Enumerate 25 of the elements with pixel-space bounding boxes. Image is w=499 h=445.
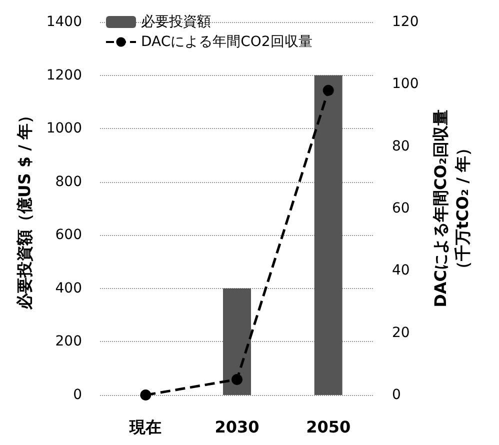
point: [140, 390, 152, 400]
y2-tick-label: 120: [392, 14, 419, 30]
legend-label: 必要投資額: [141, 14, 211, 30]
y-tick-label: 600: [55, 227, 82, 244]
y2-axis-title: DACによる年間CO₂回収量（千万tCO₂ / 年）: [431, 110, 472, 308]
y-tick-label: 0: [73, 387, 82, 403]
x-tick-label: 2030: [214, 418, 260, 436]
point: [322, 84, 334, 96]
point: [232, 374, 242, 385]
legend-label: DACによる年間CO2回収量: [141, 34, 312, 50]
y2-tick-label: 0: [392, 387, 401, 403]
y-tick-label: 400: [55, 280, 82, 296]
y2-tick-label: 80: [392, 138, 410, 154]
y2-tick-label: 40: [392, 262, 410, 279]
y2-tick-label: 20: [392, 324, 410, 341]
y-tick-label: 200: [55, 334, 82, 350]
x-tick-label: 現在: [128, 418, 162, 436]
y-tick-label: 1400: [46, 14, 82, 30]
y2-tick-label: 60: [392, 200, 410, 216]
y-tick-label: 1200: [46, 67, 82, 84]
y-tick-label: 1000: [46, 120, 82, 137]
y2-tick-label: 100: [392, 76, 419, 92]
x-tick-label: 2050: [306, 418, 351, 436]
y-axis-title: 必要投資額（億US $ / 年）: [14, 107, 34, 311]
y-tick-label: 800: [55, 174, 82, 190]
